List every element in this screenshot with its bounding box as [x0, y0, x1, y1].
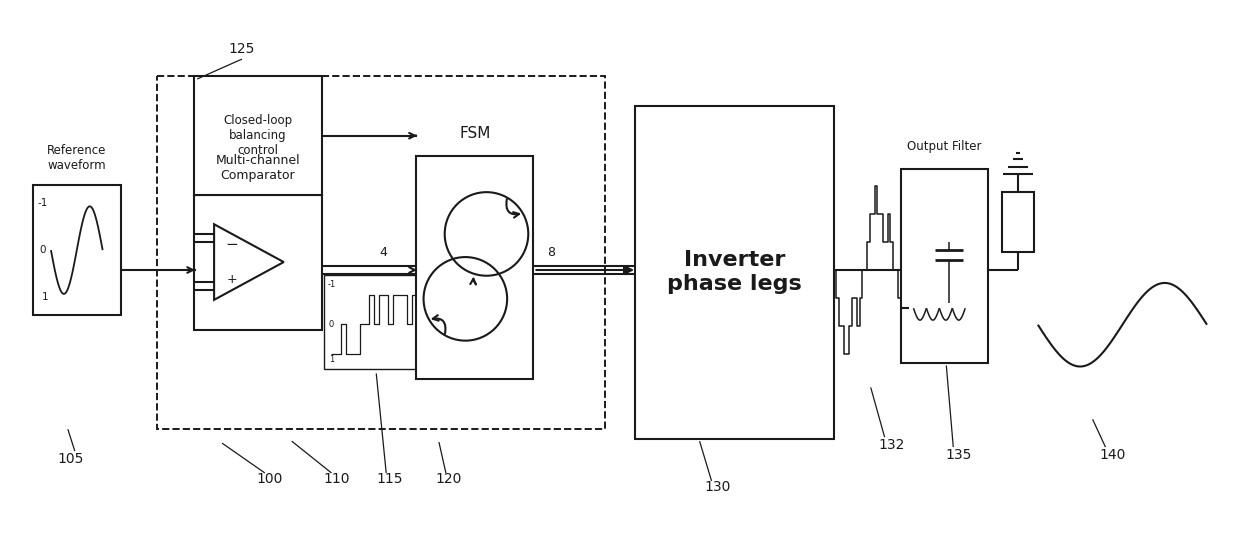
Text: Closed-loop
balancing
control: Closed-loop balancing control	[223, 114, 293, 157]
Bar	[33, 185, 120, 315]
Text: -1: -1	[37, 198, 48, 208]
Text: 0: 0	[40, 245, 46, 255]
Text: −: −	[226, 237, 238, 251]
Text: 132: 132	[878, 438, 905, 452]
Text: 135: 135	[945, 448, 971, 462]
Text: 140: 140	[1100, 448, 1126, 462]
Bar	[195, 195, 321, 330]
Text: Output Filter: Output Filter	[908, 140, 982, 153]
Text: 1: 1	[329, 355, 334, 364]
Text: 120: 120	[435, 472, 463, 486]
Text: 105: 105	[57, 452, 84, 466]
Text: 8: 8	[547, 246, 556, 259]
Text: 110: 110	[324, 472, 350, 486]
Bar	[157, 76, 605, 429]
Bar	[417, 156, 533, 379]
Bar	[900, 169, 988, 363]
Text: 115: 115	[376, 472, 403, 486]
Text: 125: 125	[228, 42, 255, 56]
Text: 130: 130	[704, 480, 730, 494]
Bar	[1002, 192, 1034, 252]
Text: +: +	[227, 274, 237, 287]
Text: 4: 4	[379, 246, 387, 259]
Text: 1: 1	[42, 292, 48, 302]
Text: Reference
waveform: Reference waveform	[47, 144, 107, 172]
Text: 100: 100	[257, 472, 283, 486]
Text: FSM: FSM	[459, 126, 491, 141]
Bar	[324, 275, 432, 370]
Text: Multi-channel
Comparator: Multi-channel Comparator	[216, 153, 300, 182]
Bar	[195, 76, 321, 195]
Text: -1: -1	[327, 280, 336, 289]
Bar	[635, 106, 833, 439]
Text: 0: 0	[329, 320, 334, 328]
Text: Inverter
phase legs: Inverter phase legs	[667, 250, 802, 294]
